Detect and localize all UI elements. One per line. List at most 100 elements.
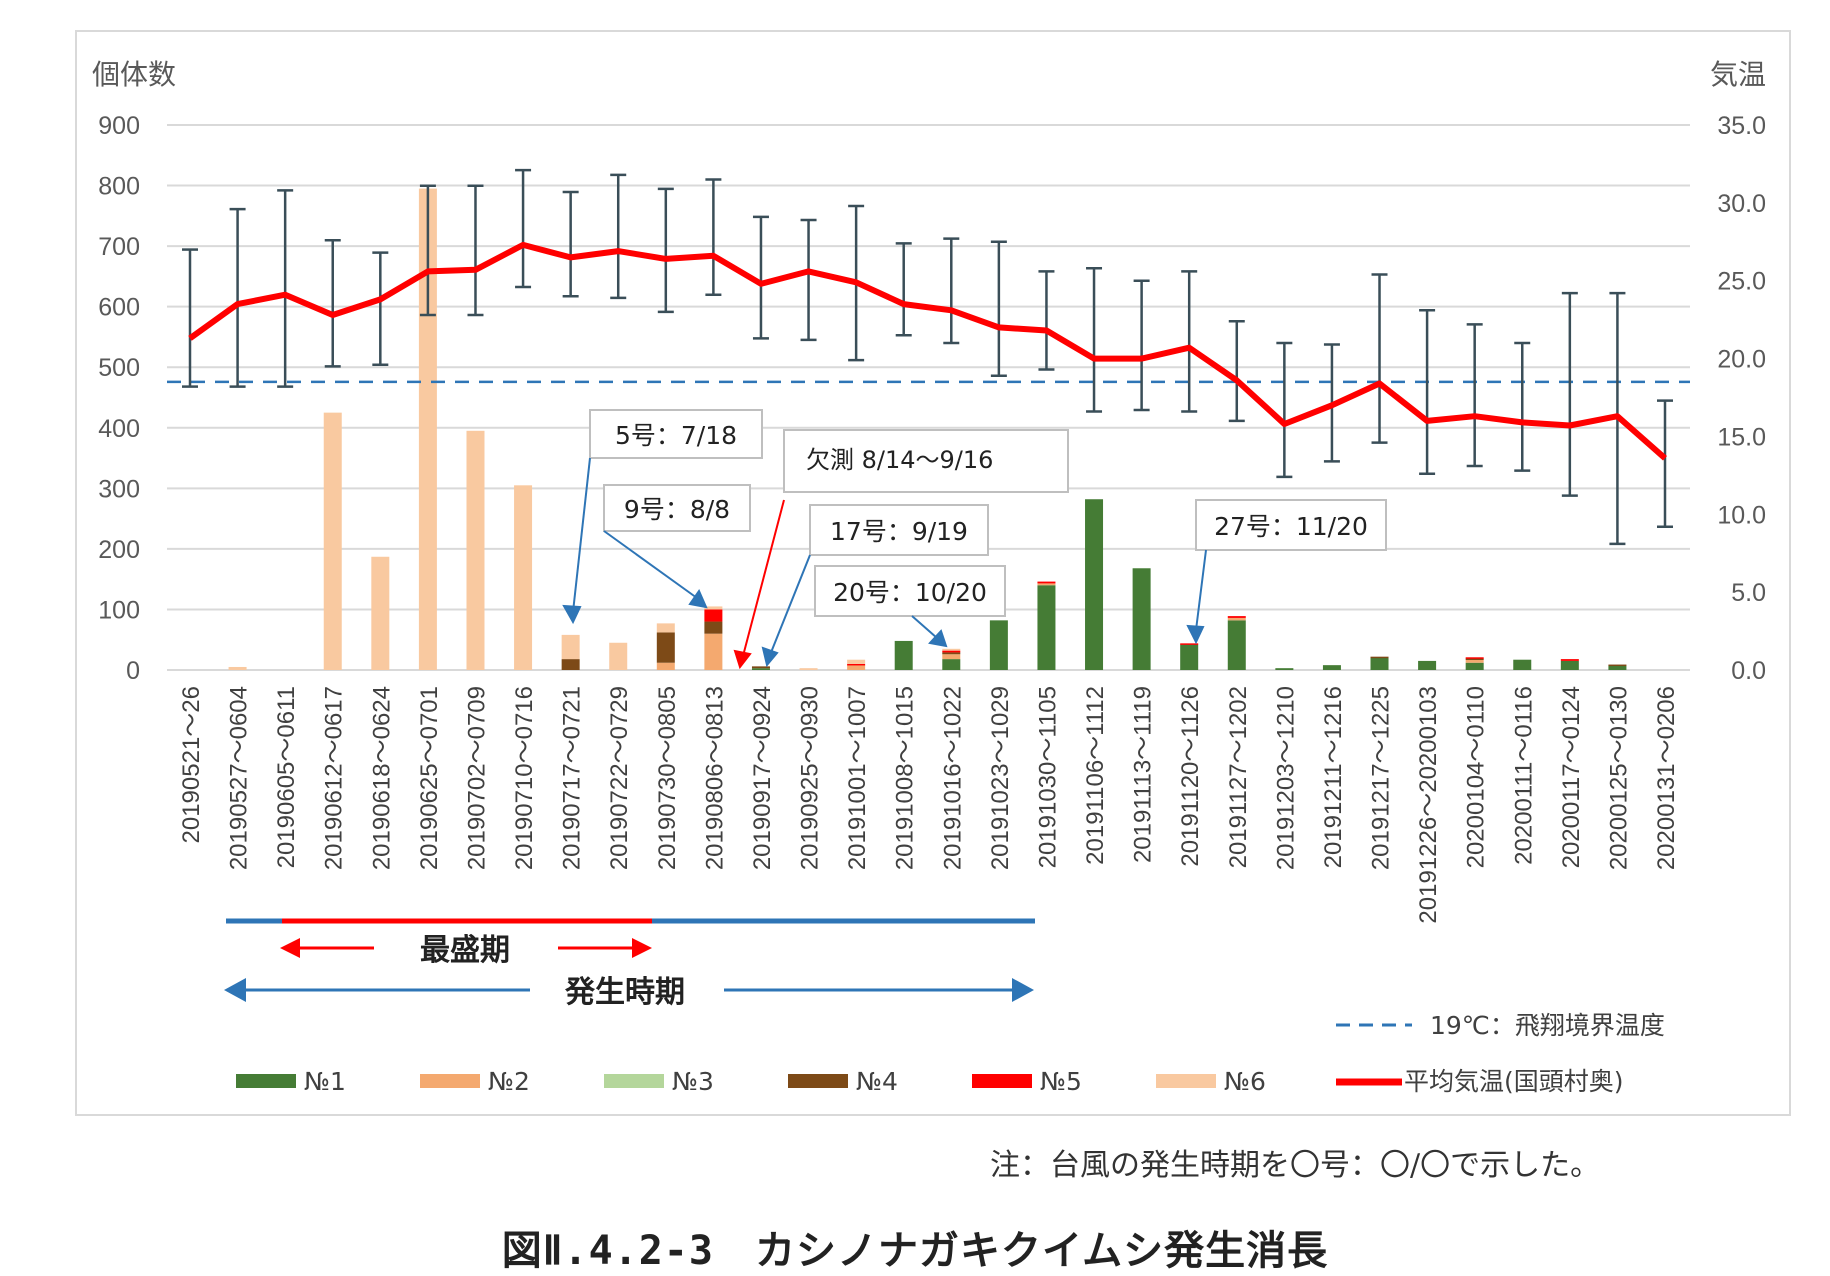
bar-segment: [228, 666, 247, 670]
bar-segment: [847, 663, 866, 666]
category-label: 20200104～0110: [1463, 686, 1490, 868]
callout-box-5: [589, 409, 763, 459]
category-label: 20190625～0701: [416, 686, 443, 870]
peak-period-label: 最盛期: [420, 933, 510, 968]
arrowhead-typhoon-20: [928, 629, 948, 648]
bar-segment: [1513, 659, 1532, 670]
bar-segment: [371, 556, 390, 670]
right-axis-title: 気温: [1710, 58, 1766, 91]
bar-segment: [1227, 616, 1246, 618]
bar-segment: [942, 648, 961, 651]
left-tick-label: 300: [98, 475, 140, 503]
callout-typhoon-5: 5号：7/18: [615, 421, 737, 450]
category-label: 20190618～0624: [368, 686, 395, 870]
category-label: 20190702～0709: [463, 686, 490, 870]
category-label: 20191113～1119: [1130, 686, 1157, 863]
bar-segment: [704, 633, 723, 670]
arrowhead-typhoon-9: [688, 588, 708, 609]
category-label: 20190605～0611: [273, 686, 300, 868]
left-tick-label: 600: [98, 294, 140, 322]
category-label: 20200125～0130: [1605, 686, 1632, 870]
category-label: 20190710～0716: [511, 686, 538, 870]
arrowhead-typhoon-17: [761, 646, 779, 668]
left-tick-label: 800: [98, 173, 140, 201]
bar-segment: [656, 662, 675, 670]
bar-segment: [1560, 660, 1579, 670]
legend-swatch: [788, 1074, 848, 1088]
category-label: 20190925～0930: [797, 686, 824, 870]
footnote: 注：台風の発生時期を〇号：〇/〇で示した。: [990, 1148, 1601, 1183]
right-tick-label: 25.0: [1717, 268, 1766, 296]
category-label: 20191030～1105: [1034, 686, 1061, 868]
left-axis-title: 個体数: [92, 58, 176, 91]
legend-label: №4: [856, 1067, 898, 1096]
bar-segment: [1180, 644, 1199, 670]
legend-label: №3: [672, 1067, 714, 1096]
category-label: 20191127～1202: [1225, 686, 1252, 868]
bar-segment: [1275, 668, 1294, 670]
bar-segment: [1560, 659, 1579, 661]
legend-threshold-label: 19℃：飛翔境界温度: [1430, 1011, 1665, 1040]
right-tick-label: 15.0: [1717, 423, 1766, 451]
left-tick-label: 900: [98, 112, 140, 140]
bar-segment: [799, 668, 818, 670]
bar-segment: [942, 650, 961, 653]
bar-segment: [1037, 581, 1056, 584]
category-label: 20200117～0124: [1558, 686, 1585, 868]
legend-label: №6: [1224, 1067, 1266, 1096]
legend-label: №2: [488, 1067, 530, 1096]
category-label: 20190730～0805: [654, 686, 681, 870]
bar-segment: [942, 659, 961, 670]
callouts: 5号：7/18 9号：8/8 欠測 8/14～9/16 17号：9/19 20号…: [562, 409, 1387, 670]
bar-segment: [942, 652, 961, 655]
left-tick-label: 700: [98, 233, 140, 261]
bar-segment: [561, 634, 580, 660]
category-label: 20191217～1225: [1368, 686, 1395, 870]
bar-segment: [751, 668, 770, 670]
legend: №1 №2 №3 №4 №5 №6 平均気温(国頭村奥): [236, 1067, 1624, 1096]
category-label: 20191023～1029: [987, 686, 1014, 870]
occurrence-arrowhead-left: [224, 978, 246, 1002]
left-axis: 0 100 200 300 400 500 600 700 800 900: [98, 112, 140, 685]
category-label: 20191211～1216: [1320, 686, 1347, 868]
left-tick-label: 500: [98, 354, 140, 382]
bar-segment: [418, 188, 437, 671]
bar-segment: [1465, 659, 1484, 663]
right-tick-label: 35.0: [1717, 112, 1766, 140]
legend-temp-label: 平均気温(国頭村奥): [1404, 1067, 1624, 1096]
bar-segment: [1037, 585, 1056, 670]
category-label: 20190717～0721: [559, 686, 586, 870]
category-label: 20190917～0924: [749, 686, 776, 870]
bar-segment: [989, 620, 1008, 670]
bar-segment: [847, 659, 866, 664]
legend-swatch: [236, 1074, 296, 1088]
arrowhead-typhoon-27: [1186, 624, 1205, 645]
bar-segment: [1370, 657, 1389, 670]
bar-segment: [1465, 662, 1484, 670]
figure-caption: 図Ⅱ.4.2-3 カシノナガキクイムシ発生消長: [501, 1228, 1329, 1274]
peak-arrowhead-left: [280, 938, 300, 958]
right-tick-label: 0.0: [1731, 657, 1766, 685]
legend-label: №5: [1040, 1067, 1082, 1096]
callout-box-20: [814, 565, 1006, 617]
bar-segment: [1608, 665, 1627, 670]
category-label: 20191203～1210: [1272, 686, 1299, 870]
bar-segment: [704, 606, 723, 610]
right-tick-label: 30.0: [1717, 190, 1766, 218]
bar-segment: [942, 654, 961, 660]
occurrence-arrowhead-right: [1012, 978, 1034, 1002]
legend-swatch: [420, 1074, 480, 1088]
callout-typhoon-17: 17号：9/19: [830, 517, 968, 546]
bar-segment: [1037, 583, 1056, 586]
category-label: 20190806～0813: [701, 686, 728, 870]
peak-arrowhead-right: [632, 938, 652, 958]
callout-box-9: [603, 484, 751, 532]
left-tick-label: 200: [98, 536, 140, 564]
category-label: 20200131～0206: [1653, 686, 1680, 870]
occurrence-period-label: 発生時期: [564, 975, 685, 1010]
callout-box-27: [1195, 499, 1387, 551]
arrow-typhoon-17: [769, 554, 811, 656]
temperature-line: [188, 241, 1667, 461]
arrowhead-missing-data: [733, 649, 752, 670]
